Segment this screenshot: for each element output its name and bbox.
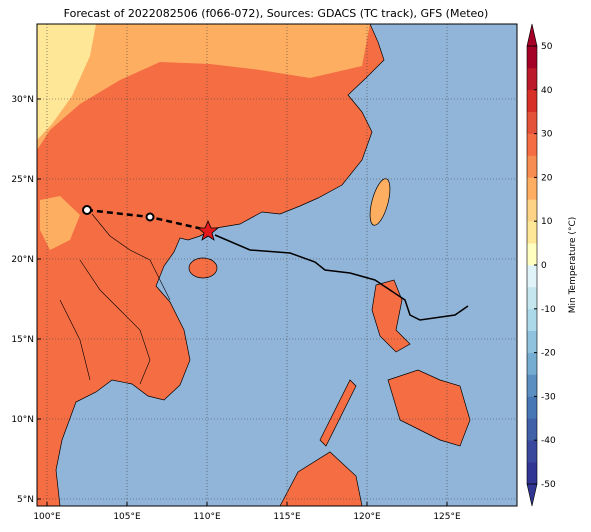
colorbar-band xyxy=(527,199,537,222)
colorbar-band xyxy=(527,46,537,69)
colorbar-tick-label: -20 xyxy=(541,349,556,359)
past-track xyxy=(214,234,469,321)
visayas-mindanao xyxy=(387,369,471,447)
map-area xyxy=(37,24,517,506)
lon-tick-label: 110°E xyxy=(193,512,221,522)
forecast-point xyxy=(82,205,92,215)
border xyxy=(79,259,151,385)
colorbar-band xyxy=(527,286,537,310)
colorbar-band xyxy=(527,440,537,463)
lat-tick-label: 10°N xyxy=(11,415,34,425)
luzon xyxy=(371,279,411,353)
lat-tick-label: 25°N xyxy=(11,175,34,185)
colorbar-tick-label: 20 xyxy=(541,173,553,183)
title: Forecast of 2022082506 (f066-072), Sourc… xyxy=(64,7,489,20)
lon-tick-label: 100°E xyxy=(33,512,61,522)
colorbar-tick-label: -30 xyxy=(541,392,556,402)
hainan xyxy=(188,257,218,279)
colorbar-band xyxy=(527,462,537,485)
palawan xyxy=(319,379,357,447)
lat-tick-label: 20°N xyxy=(11,255,34,265)
lon-tick-label: 120°E xyxy=(353,512,381,522)
mainland xyxy=(37,24,385,506)
current-position xyxy=(196,219,220,241)
colorbar-band xyxy=(527,243,537,266)
colorbar-band xyxy=(527,418,537,441)
colorbar-band xyxy=(527,265,537,288)
colorbar-band xyxy=(527,89,537,112)
lat-tick-label: 30°N xyxy=(11,95,34,105)
colorbar-band xyxy=(527,396,537,419)
colorbar-tick-label: -10 xyxy=(541,305,556,315)
lon-tick-label: 105°E xyxy=(113,512,141,522)
colorbar-tick-label: 0 xyxy=(541,261,547,271)
map-frame xyxy=(36,23,518,507)
colorbar-tick-label: 10 xyxy=(541,217,553,227)
border xyxy=(59,299,91,381)
forecast-point xyxy=(145,212,155,222)
highland xyxy=(40,196,80,250)
colorbar-tick-label: 50 xyxy=(541,42,553,52)
colorbar-band xyxy=(527,155,537,178)
graticule xyxy=(37,24,517,506)
colorbar-band xyxy=(527,67,537,91)
colorbar-band xyxy=(527,177,537,200)
colorbar-band xyxy=(527,352,537,375)
lat-tick-label: 15°N xyxy=(11,335,34,345)
lon-tick-label: 115°E xyxy=(273,512,301,522)
border xyxy=(91,213,171,301)
colorbar-tick-label: -40 xyxy=(541,436,556,446)
colorbar-band xyxy=(527,221,537,244)
colorbar-band xyxy=(527,133,537,156)
colorbar-band xyxy=(527,330,537,353)
colorbar-tick-label: 30 xyxy=(541,130,553,140)
colorbar: -50 -40 -30 -20 -10 0 10 20 30 40 50 xyxy=(526,23,556,507)
lon-tick-label: 125°E xyxy=(433,512,461,522)
colorbar-band xyxy=(527,308,537,331)
cool-region xyxy=(37,24,370,150)
colorbar-extend xyxy=(526,23,538,47)
taiwan xyxy=(369,178,391,226)
colorbar-band xyxy=(527,111,537,134)
colorbar-label: Min Temperature (°C) xyxy=(568,217,578,314)
lat-tick-label: 5°N xyxy=(17,495,34,505)
colorbar-band xyxy=(527,374,537,397)
cold-region xyxy=(37,24,96,140)
colorbar-tick-label: 40 xyxy=(541,86,553,96)
colorbar-extend xyxy=(526,483,538,507)
borneo xyxy=(279,451,363,506)
colorbar-tick-label: -50 xyxy=(541,480,556,490)
